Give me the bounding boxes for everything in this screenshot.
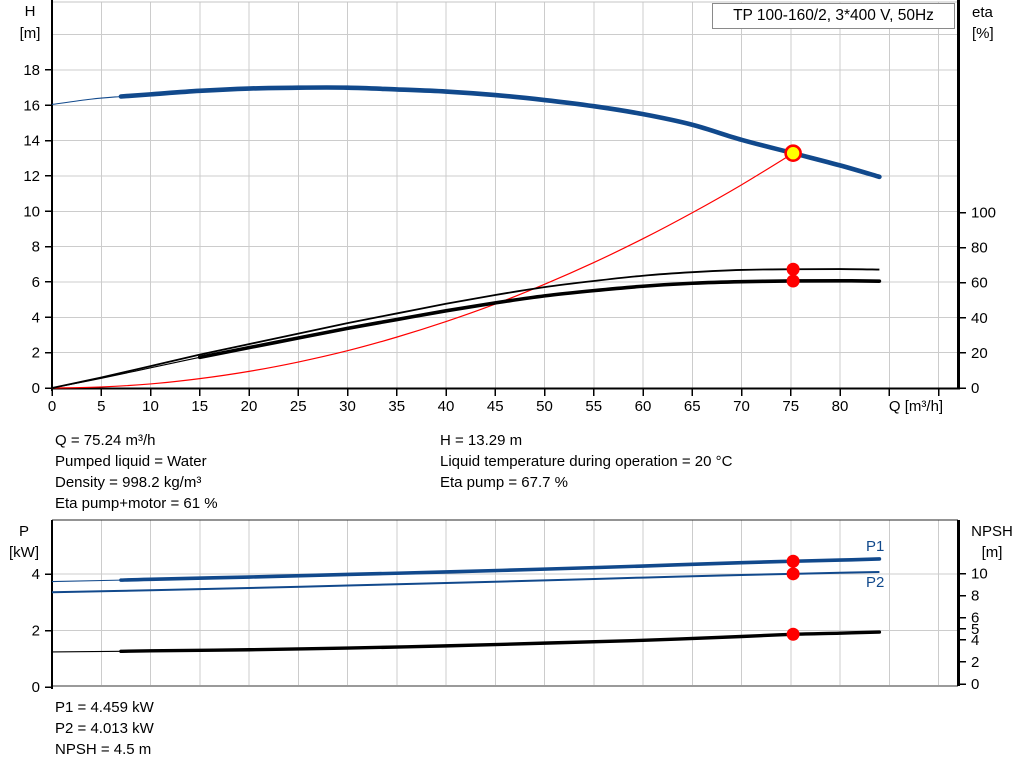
left-axis-unit: [kW] [9,544,39,561]
gridlines [51,519,958,687]
x-axis-tick-label: 20 [241,398,258,415]
info-pumped-liquid: Pumped liquid = Water [55,453,207,470]
right-axis-tick-label: 20 [971,345,988,362]
system-curve [51,152,794,389]
left-axis-tick-label: 16 [23,97,40,114]
npsh-curve [51,630,882,653]
pump-type-label: TP 100-160/2, 3*400 V, 50Hz [712,3,955,29]
result-p1: P1 = 4.459 kW [55,699,154,716]
left-axis-tick-label: 2 [32,345,40,362]
left-axis-tick-label: 0 [32,679,40,696]
left-axis-tick-label: 8 [32,239,40,256]
left-axis-tick-label: 0 [32,380,40,397]
npsh-point-marker [786,627,800,641]
right-axis-tick-label: 0 [971,676,979,693]
left-axis-tick-label: 10 [23,203,40,220]
x-axis-title: Q [m³/h] [889,398,943,415]
info-eta-pump: Eta pump = 67.7 % [440,474,568,491]
right-axis-unit: [m] [982,544,1003,561]
left-axis-tick-label: 4 [32,566,40,583]
info-head: H = 13.29 m [440,432,523,449]
info-eta-pump-motor: Eta pump+motor = 61 % [55,495,218,512]
p2-curve [51,570,880,594]
x-axis-tick-label: 65 [684,398,701,415]
x-axis-tick-label: 30 [339,398,356,415]
right-axis-tick-label: 10 [971,566,988,583]
right-axis-tick-label: 40 [971,310,988,327]
right-axis-tick-label: 80 [971,240,988,257]
duty-point-marker [784,144,802,163]
x-axis-tick-label: 45 [487,398,504,415]
info-liquid-temperature: Liquid temperature during operation = 20… [440,453,733,470]
right-axis-tick-label: 4 [971,632,979,649]
result-npsh: NPSH = 4.5 m [55,741,152,758]
right-axis-tick-label: 6 [971,610,979,627]
duty-info-column-left: Q = 75.24 m³/h Pumped liquid = Water Den… [55,430,218,514]
x-axis-tick-label: 55 [585,398,602,415]
x-axis-tick-label: 50 [536,398,553,415]
right-axis-tick-label: 2 [971,654,979,671]
x-axis-tick-label: 70 [733,398,750,415]
hq-eta-chart: 0 5 10 15 20 25 30 35 40 45 50 55 60 65 70 75 80 Q [m³/h]… [20,0,996,415]
x-axis-tick-label: 60 [635,398,652,415]
p2-point-marker [786,567,800,581]
series-label-p2: P2 [866,574,884,591]
x-axis-tick-label: 0 [48,398,56,415]
left-axis-tick-label: 4 [32,309,40,326]
x-axis-tick-label: 10 [142,398,159,415]
axes [45,0,966,396]
x-axis-tick-label: 75 [782,398,799,415]
left-axis-unit: [m] [20,25,41,42]
left-axis-title: H [25,3,36,20]
duty-info-column-right: H = 13.29 m Liquid temperature during op… [440,430,732,493]
gridlines [52,1,958,388]
result-p2: P2 = 4.013 kW [55,720,154,737]
series-label-p1: P1 [866,538,884,555]
left-axis-tick-label: 2 [32,623,40,640]
x-axis-tick-label: 5 [97,398,105,415]
right-axis-unit: [%] [972,25,994,42]
eta-pump-curve [51,268,880,389]
x-axis-tick-label: 25 [290,398,307,415]
right-axis-tick-label: 100 [971,205,996,222]
left-axis-tick-label: 12 [23,168,40,185]
eta-pump-motor-curve [51,278,882,389]
p1-point-marker [786,554,800,568]
pump-head-curve [51,85,882,180]
info-density: Density = 998.2 kg/m³ [55,474,202,491]
x-axis-tick-label: 80 [832,398,849,415]
x-axis-tick-label: 15 [191,398,208,415]
right-axis-tick-label: 0 [971,380,979,397]
left-axis-tick-label: 18 [23,62,40,79]
eta-pump-motor-point-marker [786,274,800,288]
eta-pump-point-marker [786,262,800,276]
right-axis-title: NPSH [971,523,1013,540]
power-npsh-result-block: P1 = 4.459 kW P2 = 4.013 kW NPSH = 4.5 m [55,697,154,760]
left-axis-title: P [19,523,29,540]
right-axis-tick-label: 5 [971,621,979,638]
x-axis-tick-label: 35 [388,398,405,415]
x-axis-tick-label: 40 [438,398,455,415]
axes [45,520,966,689]
right-axis-tick-label: 60 [971,275,988,292]
info-flow: Q = 75.24 m³/h [55,432,156,449]
left-axis-tick-label: 6 [32,274,40,291]
left-axis-tick-label: 14 [23,133,40,150]
p1-curve [51,557,882,583]
right-axis-tick-label: 8 [971,588,979,605]
right-axis-title: eta [972,4,994,21]
